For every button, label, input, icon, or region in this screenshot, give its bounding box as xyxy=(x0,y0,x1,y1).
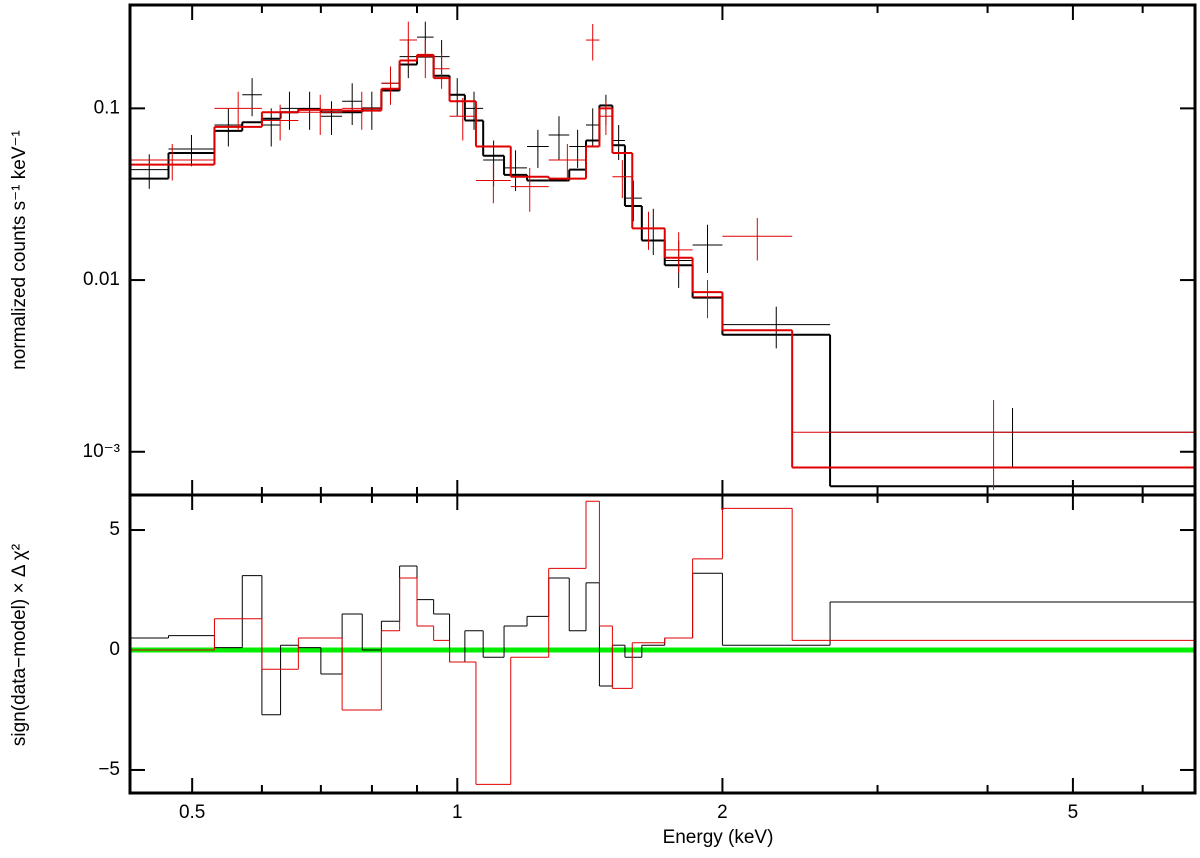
x-tick-label: 2 xyxy=(717,802,728,823)
x-axis-label: Energy (keV) xyxy=(663,827,774,848)
y-tick-label: 5 xyxy=(109,519,120,540)
y-tick-label: 10⁻³ xyxy=(83,441,121,462)
y-tick-label: 0.1 xyxy=(94,97,120,118)
y-tick-label: 0.01 xyxy=(83,269,120,290)
x-tick-label: 0.5 xyxy=(179,802,205,823)
y-axis-label: normalized counts s⁻¹ keV⁻¹ xyxy=(9,130,30,370)
plot-frame xyxy=(128,493,1197,795)
x-tick-label: 5 xyxy=(1068,802,1079,823)
x-tick-label: 1 xyxy=(452,802,463,823)
y-tick-label: 0 xyxy=(109,639,120,660)
y-axis-label: sign(data−model) × Δ χ² xyxy=(9,544,30,746)
plot-frame xyxy=(128,3,1197,497)
y-tick-label: −5 xyxy=(98,759,120,780)
